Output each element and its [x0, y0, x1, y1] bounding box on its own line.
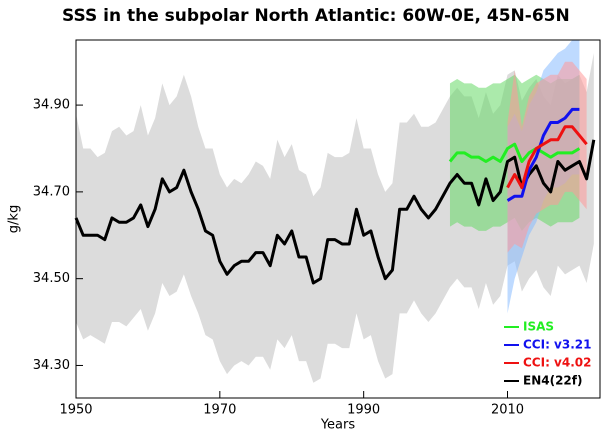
legend-label: EN4(22f) [523, 374, 582, 388]
y-tick-label: 34.50 [33, 271, 70, 286]
x-tick-label: 1990 [347, 403, 380, 418]
y-tick-label: 34.30 [33, 358, 70, 373]
x-tick-label: 1970 [203, 403, 236, 418]
legend-label: ISAS [523, 320, 554, 334]
series-line [74, 139, 596, 285]
legend-label: CCI: v4.02 [523, 356, 591, 370]
y-axis-label: g/kg [7, 205, 22, 233]
series-line [506, 107, 580, 202]
plot-frame [75, 39, 601, 399]
series-line [448, 142, 581, 164]
legend-label: CCI: v3.21 [523, 338, 591, 352]
x-tick-label: 2010 [491, 403, 524, 418]
chart-title: SSS in the subpolar North Atlantic: 60W-… [62, 6, 570, 26]
x-axis-label: Years [320, 418, 356, 432]
uncertainty-band [507, 61, 587, 253]
y-tick-label: 34.90 [33, 98, 70, 113]
y-tick-label: 34.70 [33, 184, 70, 199]
x-tick-label: 1950 [59, 403, 92, 418]
series-line [506, 125, 588, 190]
